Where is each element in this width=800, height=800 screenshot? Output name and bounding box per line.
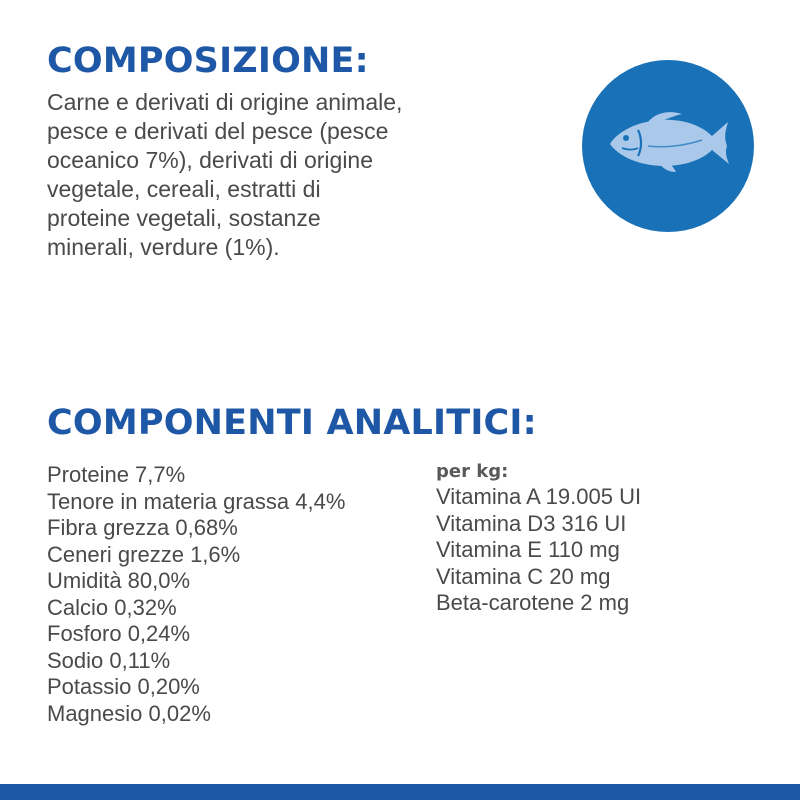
- nutrient-item: Umidità 80,0%: [47, 568, 191, 593]
- nutrient-item: Sodio 0,11%: [47, 647, 171, 673]
- vitamin-item: Vitamina D3 316 UI: [436, 510, 627, 536]
- composition-heading: COMPOSIZIONE:: [47, 41, 369, 81]
- vitamin-block: per kg: Vitamina A 19.005 UI Vitamina D3 …: [436, 460, 641, 617]
- nutrient-item: Tenore in materia grassa 4,4%: [47, 488, 346, 514]
- nutrient-item: Ceneri grezze 1,6%: [47, 541, 241, 567]
- nutrient-list: Proteine 7,7% Tenore in materia grassa 4,…: [47, 462, 345, 727]
- fish-badge: [582, 60, 754, 232]
- per-kg-label: per kg:: [436, 461, 509, 482]
- analytic-heading: COMPONENTI ANALITICI:: [47, 403, 537, 443]
- nutrient-item: Fosforo 0,24%: [47, 621, 191, 646]
- nutrient-item: Fibra grezza 0,68%: [47, 515, 238, 540]
- nutrient-item: Magnesio 0,02%: [47, 700, 211, 726]
- vitamin-item: Vitamina A 19.005 UI: [436, 484, 642, 509]
- nutrient-item: Proteine 7,7%: [47, 462, 186, 487]
- nutrient-item: Potassio 0,20%: [47, 674, 200, 699]
- vitamin-item: Vitamina E 110 mg: [436, 537, 620, 562]
- footer-bar: [0, 784, 800, 800]
- vitamin-item: Beta-carotene 2 mg: [436, 590, 630, 615]
- fish-icon: [610, 112, 729, 172]
- vitamin-list: Vitamina A 19.005 UI Vitamina D3 316 UI Vi…: [436, 484, 641, 617]
- composition-text: Carne e derivati di origine animale, pes…: [47, 89, 403, 260]
- nutrient-item: Calcio 0,32%: [47, 594, 177, 620]
- vitamin-item: Vitamina C 20 mg: [436, 563, 611, 589]
